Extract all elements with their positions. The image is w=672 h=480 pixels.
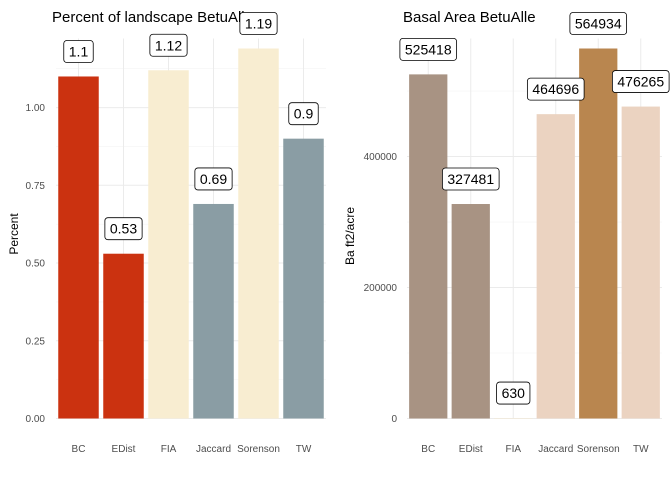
percent-y-tick-label: 0.75 bbox=[26, 181, 46, 192]
percent-data-label-box bbox=[104, 217, 143, 241]
basal-area-x-tick-label: FIA bbox=[505, 444, 521, 455]
percent-data-label: 0.9 bbox=[294, 106, 314, 122]
percent-bar-jaccard bbox=[193, 203, 234, 419]
basal-area-x-tick-label: TW bbox=[633, 444, 649, 455]
basal-area-y-tick-label: 200000 bbox=[364, 283, 398, 294]
basal-area-chart-y-ticks: 0 200000 400000 bbox=[364, 152, 398, 425]
percent-data-label-box bbox=[288, 102, 319, 126]
percent-bar-edist bbox=[103, 253, 144, 419]
basal-area-data-label-box bbox=[526, 77, 585, 101]
percent-data-label: 0.53 bbox=[110, 221, 137, 237]
basal-area-bar-edist bbox=[451, 204, 490, 419]
basal-area-data-label-box bbox=[399, 37, 458, 61]
basal-area-data-label: 564934 bbox=[575, 16, 622, 32]
percent-bar-fia bbox=[148, 70, 189, 419]
basal-area-data-label-box bbox=[569, 12, 628, 35]
basal-area-bar-fia bbox=[494, 418, 533, 419]
percent-y-tick-label: 0.00 bbox=[26, 414, 46, 425]
basal-area-chart-panel: Basal Area BetuAlle Ba ft2/acre 525418 32… bbox=[343, 9, 670, 455]
basal-area-chart-data-labels: 525418 327481 630 464696 564934 476265 bbox=[399, 12, 670, 405]
basal-area-data-label: 630 bbox=[502, 385, 526, 401]
percent-x-tick-label: Jaccard bbox=[196, 444, 231, 455]
percent-data-label: 0.69 bbox=[200, 171, 227, 187]
basal-area-bar-bc bbox=[409, 74, 448, 419]
basal-area-y-tick-label: 0 bbox=[391, 414, 397, 425]
basal-area-data-label: 327481 bbox=[447, 171, 494, 187]
basal-area-bar-tw bbox=[621, 106, 660, 419]
basal-area-data-label: 525418 bbox=[405, 41, 452, 57]
basal-area-x-tick-label: Sorenson bbox=[577, 444, 620, 455]
basal-area-x-tick-label: BC bbox=[421, 444, 435, 455]
percent-x-tick-label: Sorenson bbox=[237, 444, 280, 455]
percent-data-label-box bbox=[239, 12, 278, 35]
percent-bar-bc bbox=[58, 76, 99, 419]
basal-area-bar-sorenson bbox=[579, 48, 618, 419]
percent-data-label: 1.19 bbox=[245, 16, 272, 32]
basal-area-data-label-box bbox=[496, 381, 531, 405]
percent-bar-sorenson bbox=[238, 48, 279, 419]
percent-chart-panel: Percent of landscape BetuAlle Percent 1.… bbox=[7, 9, 326, 455]
basal-area-chart-ylabel: Ba ft2/acre bbox=[343, 207, 357, 265]
percent-x-tick-label: TW bbox=[296, 444, 312, 455]
percent-y-tick-label: 1.00 bbox=[26, 103, 46, 114]
basal-area-x-tick-label: Jaccard bbox=[538, 444, 573, 455]
percent-chart-ylabel: Percent bbox=[7, 213, 21, 255]
basal-area-x-tick-label: EDist bbox=[459, 444, 483, 455]
percent-y-tick-label: 0.25 bbox=[26, 336, 46, 347]
basal-area-data-label-box bbox=[441, 167, 500, 191]
percent-y-tick-label: 0.50 bbox=[26, 259, 46, 270]
percent-chart-bars bbox=[58, 48, 324, 419]
percent-chart-data-labels: 1.1 0.53 1.12 0.69 1.19 0.9 bbox=[63, 12, 319, 241]
basal-area-data-label: 476265 bbox=[617, 74, 664, 90]
percent-data-label: 1.1 bbox=[69, 43, 89, 59]
percent-data-label-box bbox=[194, 167, 233, 191]
percent-bar-tw bbox=[283, 138, 324, 419]
basal-area-y-tick-label: 400000 bbox=[364, 152, 398, 163]
basal-area-data-label-box bbox=[611, 70, 670, 93]
percent-data-label-box bbox=[149, 33, 188, 57]
percent-chart-x-ticks: BC EDist FIA Jaccard Sorenson TW bbox=[72, 444, 312, 455]
percent-x-tick-label: FIA bbox=[161, 444, 177, 455]
percent-data-label: 1.12 bbox=[155, 37, 182, 53]
percent-data-label-box bbox=[63, 40, 94, 63]
basal-area-data-label: 464696 bbox=[532, 81, 579, 97]
basal-area-chart-title: Basal Area BetuAlle bbox=[403, 9, 536, 26]
percent-chart-title: Percent of landscape BetuAlle bbox=[52, 9, 253, 26]
percent-x-tick-label: BC bbox=[72, 444, 86, 455]
percent-chart-y-ticks: 0.00 0.25 0.50 0.75 1.00 bbox=[26, 103, 46, 425]
basal-area-chart-x-ticks: BC EDist FIA Jaccard Sorenson TW bbox=[421, 444, 649, 455]
basal-area-chart-bars bbox=[409, 48, 660, 419]
percent-x-tick-label: EDist bbox=[112, 444, 136, 455]
basal-area-bar-jaccard bbox=[536, 114, 575, 419]
